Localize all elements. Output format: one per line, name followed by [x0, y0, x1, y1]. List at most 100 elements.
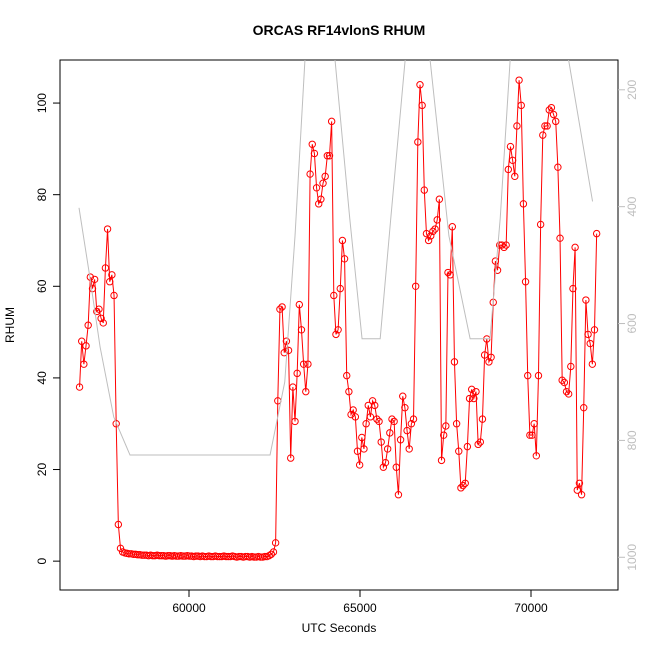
data-point	[444, 268, 452, 277]
y-tick-label: 40	[35, 371, 49, 385]
data-point	[282, 337, 291, 345]
plot-box	[59, 59, 619, 591]
data-point	[435, 195, 444, 203]
data-point	[552, 117, 560, 126]
data-point	[560, 378, 569, 387]
data-point	[414, 138, 422, 146]
data-point	[564, 390, 573, 398]
data-point	[543, 122, 551, 130]
data-point	[556, 234, 564, 242]
data-point	[276, 305, 284, 313]
data-point	[526, 431, 534, 439]
data-point	[562, 387, 571, 396]
data-point	[95, 305, 103, 313]
data-point	[103, 225, 112, 233]
data-point	[478, 415, 487, 423]
data-point	[278, 303, 286, 311]
data-point	[343, 371, 351, 380]
data-point	[554, 163, 562, 171]
y-tick-label: 60	[35, 279, 49, 293]
data-point	[80, 360, 88, 368]
data-point	[293, 369, 301, 378]
data-point	[519, 200, 528, 208]
data-point	[358, 433, 366, 442]
data-point	[308, 140, 316, 148]
y2-tick-label: 400	[625, 196, 639, 216]
data-point	[547, 103, 556, 112]
y-tick-label: 20	[35, 463, 49, 477]
data-point	[431, 225, 439, 233]
data-point	[424, 236, 433, 245]
data-point	[334, 326, 342, 334]
data-point	[588, 360, 597, 368]
data-point	[392, 463, 400, 471]
data-point	[416, 81, 424, 89]
data-point	[97, 314, 105, 323]
data-point	[345, 387, 353, 396]
data-point	[487, 353, 495, 361]
data-point	[539, 131, 547, 139]
data-point	[418, 101, 426, 110]
data-point	[291, 417, 299, 426]
data-point	[502, 241, 510, 249]
data-point	[411, 282, 420, 290]
data-point	[582, 296, 590, 304]
data-point	[399, 392, 407, 400]
data-point	[366, 413, 375, 421]
data-point	[284, 346, 293, 355]
data-point	[93, 307, 101, 316]
data-point	[368, 397, 377, 405]
data-point	[325, 152, 334, 160]
data-point	[295, 300, 304, 309]
y2-tick-label: 1000	[625, 544, 639, 571]
data-point	[271, 539, 280, 547]
data-point	[90, 275, 99, 284]
data-point	[422, 229, 431, 238]
data-point	[332, 330, 340, 339]
data-point	[524, 371, 532, 380]
x-tick-label: 60000	[172, 601, 206, 615]
data-point	[302, 387, 310, 396]
data-point	[433, 216, 441, 224]
data-point	[504, 165, 513, 174]
data-point	[304, 360, 312, 368]
data-point	[541, 122, 549, 130]
data-point	[371, 401, 379, 410]
data-point	[474, 440, 482, 449]
data-point	[386, 429, 394, 437]
data-point	[327, 117, 336, 126]
data-point	[355, 461, 364, 469]
data-point	[362, 420, 370, 428]
data-point	[265, 551, 273, 560]
data-point	[112, 420, 120, 428]
data-point	[82, 342, 90, 350]
data-point	[439, 431, 448, 439]
plot-area	[75, 60, 601, 561]
data-point	[99, 319, 107, 327]
data-point	[360, 445, 368, 453]
data-point	[373, 415, 381, 423]
data-point	[569, 284, 577, 293]
data-point	[75, 383, 84, 391]
data-point	[577, 491, 586, 499]
data-point	[383, 445, 392, 453]
data-point	[528, 431, 536, 439]
data-point	[310, 149, 319, 158]
y-axis-label: RHUM	[3, 307, 17, 343]
data-point	[545, 106, 553, 114]
data-point	[498, 241, 506, 249]
data-point	[584, 330, 592, 339]
data-point	[534, 371, 543, 380]
data-point	[511, 172, 519, 181]
data-point	[110, 291, 118, 300]
data-point	[280, 349, 288, 357]
data-point	[321, 172, 329, 181]
data-point	[463, 442, 472, 451]
data-point	[452, 420, 461, 428]
data-point	[338, 236, 347, 245]
data-point	[442, 422, 450, 430]
data-point	[549, 110, 558, 119]
data-point	[573, 486, 581, 494]
data-point	[317, 195, 325, 203]
data-line	[79, 80, 598, 558]
